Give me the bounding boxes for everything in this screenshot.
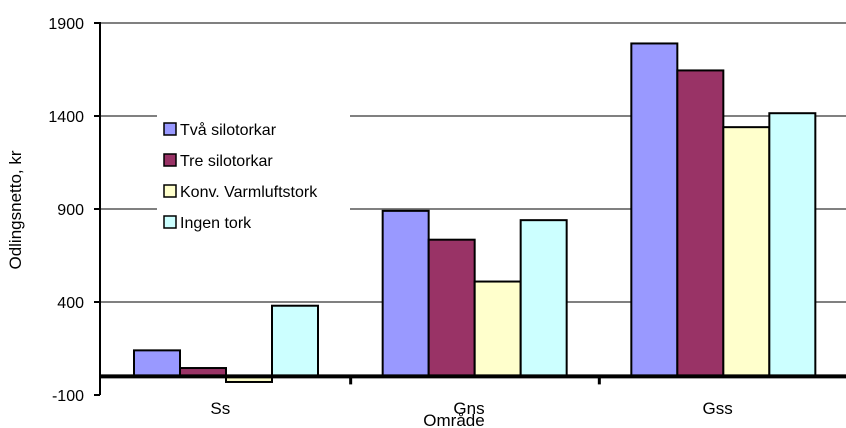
y-tick-label: 900 xyxy=(57,202,84,219)
bar xyxy=(676,69,725,378)
bar xyxy=(630,42,679,378)
y-tick-label: 1900 xyxy=(48,16,84,33)
y-tick-labels: -100 400 900 1400 1900 xyxy=(48,16,84,405)
bar xyxy=(768,112,817,378)
bar xyxy=(722,126,771,378)
bar xyxy=(271,304,319,378)
y-tick-label: 400 xyxy=(57,295,84,312)
bar xyxy=(381,209,430,378)
bar xyxy=(519,219,568,378)
x-category-label: Gns xyxy=(453,399,484,418)
legend-label: Ingen tork xyxy=(180,215,252,232)
x-category-labels: Ss Gns Gss xyxy=(210,399,732,418)
legend-swatch xyxy=(163,215,177,229)
legend: Två silotorkar Tre silotorkar Konv. Varmlu… xyxy=(157,113,350,240)
legend-label: Tre silotorkar xyxy=(180,153,273,170)
legend-label: Två silotorkar xyxy=(180,121,277,139)
legend-swatch xyxy=(163,122,177,136)
x-axis-title: Område xyxy=(423,411,484,428)
y-tick-label: 1400 xyxy=(48,109,84,126)
legend-background xyxy=(157,113,350,240)
legend-swatch xyxy=(163,184,177,198)
x-category-label: Ss xyxy=(210,399,230,418)
bar xyxy=(427,238,476,378)
y-axis-title: Odlingsnetto, kr xyxy=(6,150,25,269)
bar xyxy=(473,280,522,378)
y-tick-label: -100 xyxy=(52,388,84,405)
legend-swatch xyxy=(163,153,177,167)
legend-label: Konv. Varmluftstork xyxy=(180,184,318,201)
x-category-label: Gss xyxy=(703,399,733,418)
bar xyxy=(133,349,181,378)
axes xyxy=(94,22,846,396)
